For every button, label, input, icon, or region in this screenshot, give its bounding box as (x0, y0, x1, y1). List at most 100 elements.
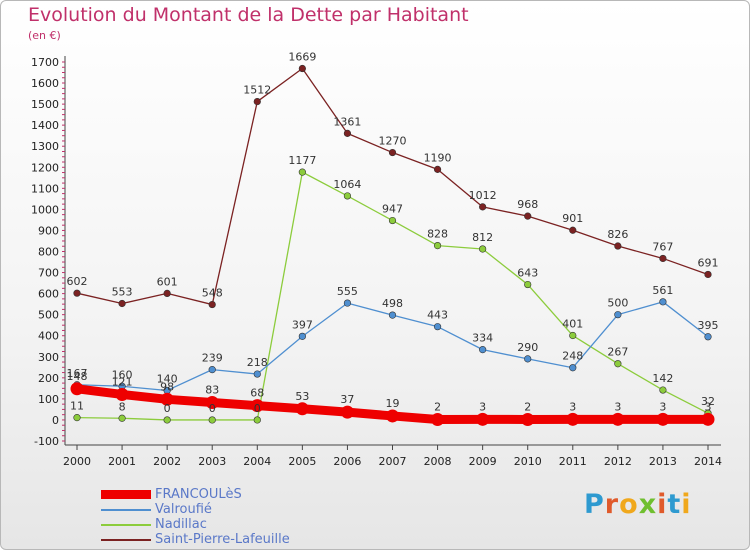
legend-label: Valroufié (155, 502, 212, 517)
data-point (388, 148, 397, 157)
data-point (250, 399, 264, 413)
data-point (73, 414, 81, 422)
data-label: 121 (112, 375, 133, 388)
data-point (659, 298, 667, 306)
data-label: 548 (202, 287, 223, 300)
legend-label: FRANCOULèS (155, 487, 242, 502)
y-tick-label: 0 (52, 414, 59, 427)
x-tick-label: 2008 (424, 455, 452, 468)
data-label: 767 (652, 240, 673, 253)
data-label: 3 (705, 400, 712, 413)
data-labels-layer: 602 553 601 548 1512 1669 1361 1270 1190 1012 968 9… (67, 51, 719, 415)
data-point (479, 203, 487, 211)
data-label: 68 (250, 387, 264, 400)
data-label: 140 (157, 372, 178, 385)
series-line (76, 67, 709, 306)
logo-letter: o (619, 489, 639, 520)
chart-title: Evolution du Montant de la Dette par Hab… (28, 4, 469, 26)
data-point (569, 364, 577, 372)
x-tick-label: 2009 (469, 455, 497, 468)
data-label: 167 (67, 367, 88, 380)
series-layer (70, 64, 715, 427)
y-tick-label: 600 (38, 288, 59, 301)
y-tick-label: 300 (38, 351, 59, 364)
data-point (70, 382, 84, 396)
x-tick-label: 2007 (379, 455, 407, 468)
data-label: 1512 (243, 84, 271, 97)
data-label: 0 (209, 402, 216, 415)
data-point (208, 300, 216, 309)
data-label: 334 (472, 332, 493, 345)
data-label: 828 (427, 228, 448, 241)
data-point (569, 331, 577, 340)
chart-axes: -100010020030040050060070080090010001100… (31, 56, 722, 468)
data-point (433, 323, 442, 331)
legend-item: Valroufié (101, 502, 290, 517)
data-label: 83 (205, 383, 219, 396)
series-2 (73, 168, 712, 424)
legend: FRANCOULèS Valroufié Nadillac Saint-Pierre-… (101, 487, 290, 547)
legend-swatch (101, 490, 151, 499)
x-tick-label: 2010 (514, 455, 542, 468)
legend-swatch (101, 508, 151, 511)
data-label: 947 (382, 203, 403, 216)
data-label: 248 (562, 350, 583, 363)
data-point (340, 405, 354, 419)
legend-item: FRANCOULèS (101, 487, 290, 502)
data-point (524, 212, 532, 220)
data-point (656, 412, 670, 426)
y-tick-label: 1100 (31, 182, 59, 195)
data-point (614, 311, 622, 319)
data-label: 32 (701, 395, 715, 408)
data-label: 691 (698, 256, 719, 269)
data-point (163, 416, 171, 424)
x-tick-label: 2005 (288, 455, 316, 468)
data-point (521, 413, 535, 427)
x-tick-label: 2006 (333, 455, 361, 468)
data-label: 401 (562, 318, 583, 331)
data-label: 812 (472, 231, 493, 244)
data-label: 2 (524, 401, 531, 414)
y-tick-label: 1500 (31, 98, 59, 111)
data-label: 601 (157, 275, 178, 288)
data-label: 602 (67, 275, 88, 288)
data-label: 267 (607, 346, 628, 359)
data-point (253, 416, 261, 424)
logo-letter: r (604, 489, 620, 520)
data-point (659, 386, 667, 394)
y-tick-label: 200 (38, 372, 59, 385)
data-label: 1361 (333, 115, 361, 128)
data-label: 555 (337, 285, 358, 298)
series-1 (73, 298, 712, 395)
data-point (118, 299, 126, 308)
data-label: 98 (160, 380, 174, 393)
data-point (343, 129, 352, 137)
legend-item: Saint-Pierre-Lafeuille (101, 532, 290, 547)
legend-label: Saint-Pierre-Lafeuille (155, 532, 290, 547)
data-label: 0 (164, 402, 171, 415)
legend-item: Nadillac (101, 517, 290, 532)
legend-swatch (101, 538, 151, 541)
y-tick-label: 500 (38, 309, 59, 322)
y-tick-label: 1300 (31, 140, 59, 153)
y-tick-label: 1000 (31, 203, 59, 216)
data-point (614, 242, 622, 250)
y-tick-label: 1400 (31, 119, 59, 132)
data-label: 239 (202, 352, 223, 365)
data-point (298, 64, 306, 73)
data-point (298, 332, 306, 340)
x-tick-label: 2014 (694, 455, 722, 468)
data-point (115, 387, 129, 401)
data-point (479, 346, 487, 354)
data-point (160, 392, 174, 406)
data-label: 643 (517, 267, 538, 280)
x-tick-label: 2011 (559, 455, 587, 468)
x-tick-label: 2012 (604, 455, 632, 468)
legend-swatch (101, 523, 151, 526)
x-tick-label: 2002 (153, 455, 181, 468)
data-label: 3 (479, 400, 486, 413)
data-point (479, 245, 487, 253)
data-label: 53 (295, 390, 309, 403)
data-point (614, 360, 622, 368)
